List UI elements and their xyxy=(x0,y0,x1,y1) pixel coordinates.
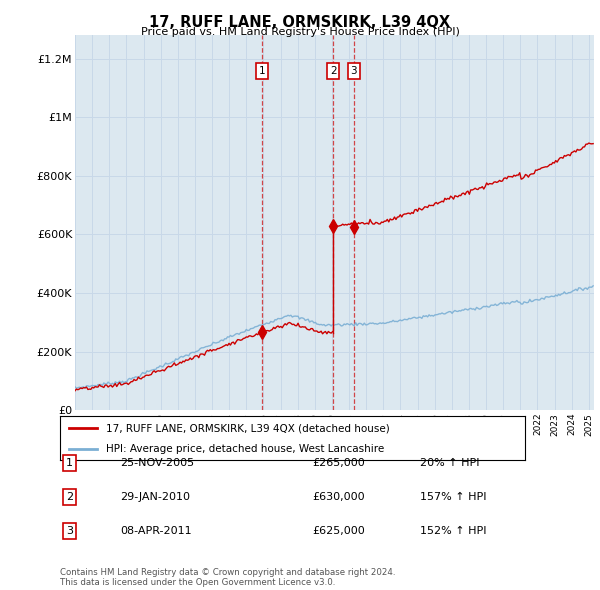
Text: 1: 1 xyxy=(66,458,73,468)
Text: 20% ↑ HPI: 20% ↑ HPI xyxy=(420,458,479,468)
Text: 1: 1 xyxy=(259,66,265,76)
Text: 17, RUFF LANE, ORMSKIRK, L39 4QX: 17, RUFF LANE, ORMSKIRK, L39 4QX xyxy=(149,15,451,30)
Text: 29-JAN-2010: 29-JAN-2010 xyxy=(120,492,190,502)
Text: Price paid vs. HM Land Registry's House Price Index (HPI): Price paid vs. HM Land Registry's House … xyxy=(140,27,460,37)
Text: HPI: Average price, detached house, West Lancashire: HPI: Average price, detached house, West… xyxy=(107,444,385,454)
Text: 3: 3 xyxy=(66,526,73,536)
Text: £625,000: £625,000 xyxy=(312,526,365,536)
Text: 17, RUFF LANE, ORMSKIRK, L39 4QX (detached house): 17, RUFF LANE, ORMSKIRK, L39 4QX (detach… xyxy=(107,424,390,433)
Text: 152% ↑ HPI: 152% ↑ HPI xyxy=(420,526,487,536)
Text: 2: 2 xyxy=(66,492,73,502)
Text: 157% ↑ HPI: 157% ↑ HPI xyxy=(420,492,487,502)
Text: £630,000: £630,000 xyxy=(312,492,365,502)
Text: £265,000: £265,000 xyxy=(312,458,365,468)
Text: 25-NOV-2005: 25-NOV-2005 xyxy=(120,458,194,468)
Text: 2: 2 xyxy=(330,66,337,76)
Text: 3: 3 xyxy=(350,66,357,76)
Text: Contains HM Land Registry data © Crown copyright and database right 2024.
This d: Contains HM Land Registry data © Crown c… xyxy=(60,568,395,587)
Text: 08-APR-2011: 08-APR-2011 xyxy=(120,526,191,536)
